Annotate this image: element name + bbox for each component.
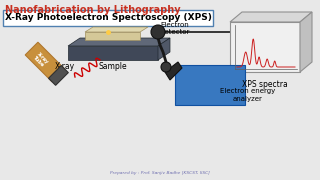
Polygon shape [300, 12, 312, 72]
Polygon shape [158, 38, 170, 60]
Polygon shape [49, 66, 68, 85]
Bar [85, 32, 140, 40]
Text: X-ray
Tube: X-ray Tube [32, 51, 50, 69]
Polygon shape [230, 12, 312, 22]
Text: Prepared by : Prof. Sanjiv Badhe [KSCST, IISC]: Prepared by : Prof. Sanjiv Badhe [KSCST,… [110, 171, 210, 175]
Polygon shape [85, 27, 148, 32]
Text: X-Ray Photoelectron Spectroscopy (XPS): X-Ray Photoelectron Spectroscopy (XPS) [4, 14, 212, 22]
Text: Electron energy
analyzer: Electron energy analyzer [220, 89, 276, 102]
Text: Nanofabrication by Lithography: Nanofabrication by Lithography [5, 5, 180, 15]
Polygon shape [25, 42, 65, 82]
Polygon shape [68, 38, 170, 46]
Circle shape [161, 62, 171, 72]
Circle shape [151, 25, 165, 39]
Bar [175, 65, 245, 105]
Bar [68, 46, 158, 60]
Text: XPS spectra: XPS spectra [242, 80, 288, 89]
Text: Electron
detector: Electron detector [160, 22, 190, 35]
Text: Sample: Sample [99, 62, 127, 71]
Text: X-ray: X-ray [55, 62, 75, 71]
FancyBboxPatch shape [3, 10, 213, 26]
Polygon shape [165, 62, 182, 80]
Bar [230, 22, 300, 72]
